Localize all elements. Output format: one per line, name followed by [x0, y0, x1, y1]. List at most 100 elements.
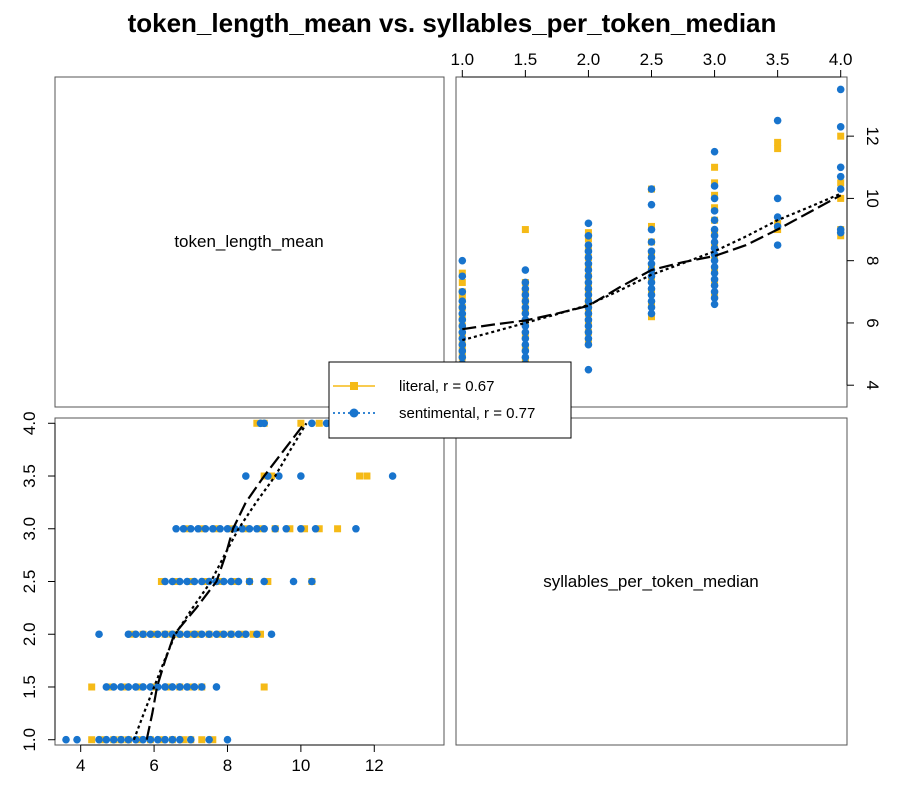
point-sentimental	[197, 630, 206, 639]
trend-line-literal	[145, 422, 306, 740]
point-sentimental	[102, 683, 111, 691]
point-sentimental	[710, 194, 719, 203]
point-sentimental	[521, 303, 530, 312]
point-sentimental	[710, 288, 719, 296]
point-sentimental	[212, 683, 221, 691]
point-sentimental	[647, 225, 656, 234]
point-sentimental	[139, 683, 147, 691]
point-literal	[297, 419, 305, 427]
left-axis-tick-label: 1.0	[20, 728, 39, 752]
point-sentimental	[836, 85, 845, 94]
point-sentimental	[275, 472, 283, 480]
point-sentimental	[647, 284, 656, 293]
point-sentimental	[205, 630, 213, 639]
point-sentimental	[245, 524, 254, 533]
point-sentimental	[153, 735, 162, 744]
point-sentimental	[124, 683, 133, 691]
point-sentimental	[773, 213, 782, 221]
point-sentimental	[253, 524, 261, 533]
point-sentimental	[710, 182, 719, 190]
point-sentimental	[95, 630, 103, 639]
point-sentimental	[194, 524, 202, 533]
point-sentimental	[458, 303, 467, 312]
point-sentimental	[253, 630, 261, 639]
point-sentimental	[172, 524, 180, 533]
point-sentimental	[227, 630, 235, 639]
point-sentimental	[521, 266, 530, 274]
point-sentimental	[322, 419, 331, 428]
panel-diagonal-token-length	[54, 76, 445, 408]
point-sentimental	[647, 238, 656, 246]
point-sentimental	[647, 185, 656, 193]
point-sentimental	[216, 524, 224, 533]
left-axis-tick-label: 3.0	[20, 517, 39, 541]
point-sentimental	[102, 735, 111, 744]
point-sentimental	[139, 630, 147, 639]
point-sentimental	[521, 347, 530, 355]
point-sentimental	[260, 419, 268, 428]
point-sentimental	[205, 577, 213, 586]
point-sentimental	[201, 524, 210, 533]
point-sentimental	[458, 272, 467, 281]
point-sentimental	[584, 266, 593, 274]
trend-line-sentimental	[462, 192, 842, 342]
point-sentimental	[220, 577, 228, 586]
point-sentimental	[161, 630, 169, 639]
point-sentimental	[131, 683, 140, 691]
point-sentimental	[175, 683, 184, 691]
point-sentimental	[297, 524, 305, 533]
point-sentimental	[521, 278, 530, 287]
top-axis-tick-label: 3.0	[703, 50, 727, 69]
point-sentimental	[183, 683, 191, 691]
point-sentimental	[109, 735, 118, 744]
point-sentimental	[267, 630, 276, 639]
point-sentimental	[647, 259, 656, 268]
point-sentimental	[175, 735, 184, 744]
point-sentimental	[647, 303, 656, 312]
point-sentimental	[647, 247, 656, 256]
point-sentimental	[190, 577, 199, 586]
point-sentimental	[245, 577, 254, 586]
axes: 1.0 1.5 2.0 2.5 3.0 3.5 4.0 4 6 8 10 12 1.0 1.5 2.0 2.5…	[20, 50, 882, 775]
diagonal-label-token-length: token_length_mean	[174, 232, 323, 251]
top-axis-tick-label: 2.5	[640, 50, 664, 69]
point-sentimental	[584, 278, 593, 287]
point-sentimental	[139, 735, 147, 744]
point-sentimental	[521, 353, 530, 361]
point-sentimental	[458, 256, 467, 265]
upper-trend-lines	[462, 192, 842, 342]
point-sentimental	[584, 253, 593, 262]
point-sentimental	[647, 272, 656, 281]
lower-scatter-points	[62, 419, 434, 744]
right-axis-tick-label: 4	[863, 380, 882, 389]
legend-box	[328, 361, 572, 439]
point-sentimental	[153, 630, 162, 639]
point-sentimental	[584, 340, 593, 349]
top-axis-tick-label: 1.5	[514, 50, 538, 69]
point-sentimental	[521, 322, 530, 330]
point-sentimental	[168, 577, 177, 586]
point-sentimental	[584, 241, 593, 249]
point-sentimental	[584, 219, 593, 228]
right-axis-tick-label: 8	[863, 256, 882, 265]
point-sentimental	[710, 216, 719, 225]
point-sentimental	[521, 334, 530, 343]
point-sentimental	[186, 735, 195, 744]
point-sentimental	[238, 524, 246, 533]
left-axis-tick-label: 2.5	[20, 570, 39, 594]
point-sentimental	[458, 297, 467, 305]
point-sentimental	[308, 577, 316, 586]
point-sentimental	[521, 284, 530, 293]
point-literal	[711, 163, 719, 171]
point-literal	[521, 226, 529, 234]
point-sentimental	[282, 524, 290, 533]
point-sentimental	[521, 340, 530, 349]
point-literal	[774, 145, 782, 153]
point-sentimental	[458, 288, 467, 296]
point-literal	[315, 419, 323, 427]
point-sentimental	[197, 577, 206, 586]
top-axis-tick-label: 3.5	[766, 50, 790, 69]
point-sentimental	[311, 524, 320, 533]
legend-label-literal: literal, r = 0.67	[399, 378, 494, 395]
right-axis-tick-label: 10	[863, 189, 882, 208]
